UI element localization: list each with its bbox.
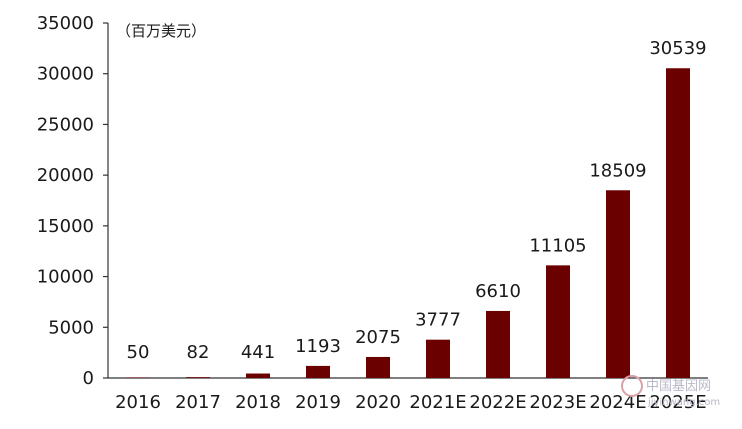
y-tick-label: 25000 [37, 114, 94, 135]
data-label: 30539 [649, 38, 706, 59]
data-label: 1193 [295, 336, 341, 357]
unit-label: （百万美元） [116, 22, 206, 40]
bar [606, 190, 630, 378]
x-axis-ticks: 2016 2017 2018 2019 2020 2021E 2022E 2023E 2024E… [115, 392, 707, 413]
y-tick-label: 15000 [37, 216, 94, 237]
y-tick-label: 10000 [37, 267, 94, 288]
x-tick-label: 2024E [589, 392, 646, 413]
bar [546, 265, 570, 378]
data-label: 11105 [529, 235, 586, 256]
x-tick-label: 2023E [529, 392, 586, 413]
data-label: 6610 [475, 281, 521, 302]
data-label: 18509 [589, 160, 646, 181]
x-tick-label: 2021E [409, 392, 466, 413]
x-tick-label: 2020 [355, 392, 401, 413]
x-tick-label: 2017 [175, 392, 221, 413]
x-tick-label: 2018 [235, 392, 281, 413]
data-label: 50 [127, 342, 150, 363]
bar [426, 339, 450, 378]
watermark-subtext: jiyinwang.com [647, 397, 720, 408]
y-tick-label: 20000 [37, 165, 94, 186]
y-tick-label: 30000 [37, 64, 94, 85]
data-label: 441 [241, 342, 275, 363]
data-label: 2075 [355, 327, 401, 348]
watermark-text: 中国基因网 [646, 379, 711, 394]
y-axis-ticks: 0 5000 10000 15000 20000 25000 30000 35000 [37, 13, 108, 389]
bar [306, 365, 330, 378]
bar [126, 377, 150, 378]
bar [666, 68, 690, 378]
x-tick-label: 2025E [649, 392, 706, 413]
bar [486, 310, 510, 378]
bar [366, 356, 390, 378]
y-tick-label: 0 [83, 368, 94, 389]
data-label: 3777 [415, 310, 461, 331]
watermark: 中国基因网 jiyinwang.com [621, 375, 720, 408]
bars [126, 68, 690, 378]
watermark-logo-icon [621, 375, 643, 397]
x-tick-label: 2019 [295, 392, 341, 413]
bar [186, 377, 210, 378]
data-label: 82 [187, 342, 210, 363]
x-tick-label: 2022E [469, 392, 526, 413]
y-tick-label: 35000 [37, 13, 94, 34]
y-tick-label: 5000 [48, 317, 94, 338]
data-labels: 50 82 441 1193 2075 3777 6610 11105 18509 30539 [127, 38, 707, 363]
bar [246, 373, 270, 378]
x-tick-label: 2016 [115, 392, 161, 413]
